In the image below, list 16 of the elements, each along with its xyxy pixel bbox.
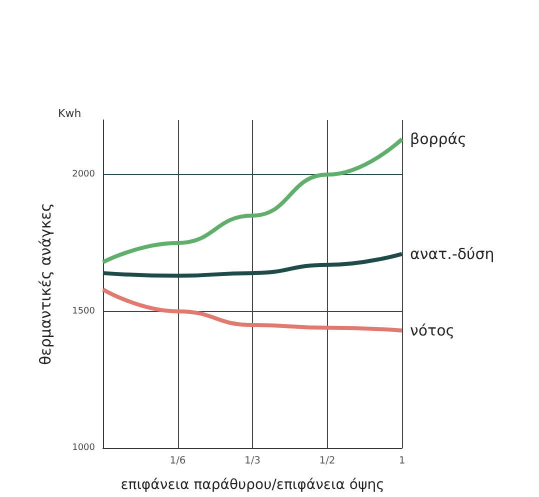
x-tick-label: 1/2 — [319, 456, 336, 466]
x-axis-title: επιφάνεια παράθυρου/επιφάνεια όψης — [120, 477, 384, 493]
series-label: ανατ.-δύση — [410, 244, 494, 263]
line-series — [101, 137, 404, 264]
line-series — [101, 252, 404, 278]
y-tick-label: 1000 — [72, 443, 96, 453]
x-tick-label: 1/6 — [170, 456, 186, 466]
line-series — [101, 287, 404, 332]
series-label: νότος — [410, 321, 455, 340]
x-tick-label: 1 — [398, 456, 406, 466]
series-label: βορράς — [410, 130, 466, 148]
text: Kwh — [58, 107, 82, 120]
y-tick-label: 1500 — [72, 306, 96, 316]
y-tick-label: 2000 — [72, 170, 96, 180]
x-tick-label: 1/3 — [244, 456, 261, 466]
y-axis-title: θερμαντικές ανάγκες — [36, 202, 54, 366]
